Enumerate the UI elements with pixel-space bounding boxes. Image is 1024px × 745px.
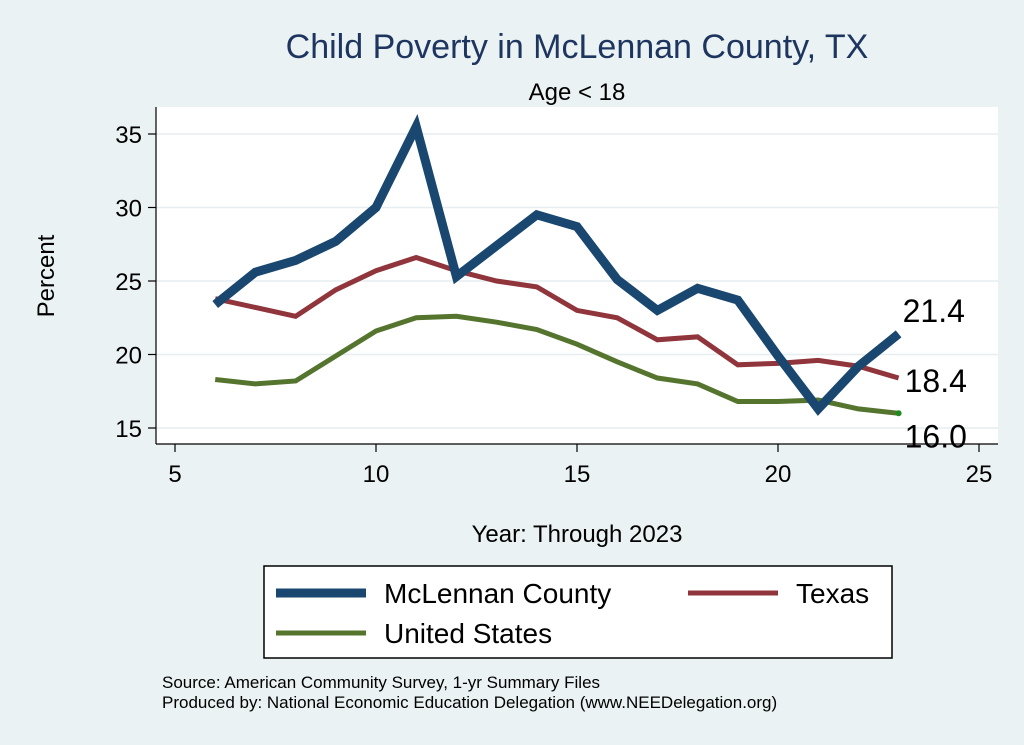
chart-title: Child Poverty in McLennan County, TX (286, 28, 869, 66)
producer-note: Produced by: National Economic Education… (162, 693, 777, 712)
series-line-us (214, 313, 899, 416)
legend-label-us: United States (384, 618, 552, 649)
source-note: Source: American Community Survey, 1-yr … (162, 673, 600, 692)
end-label-texas: 18.4 (905, 363, 967, 399)
x-tick-label: 15 (564, 461, 591, 488)
plot-area (156, 107, 998, 444)
x-tick-label: 25 (966, 461, 993, 488)
y-tick-label: 15 (115, 416, 142, 443)
legend-box (263, 565, 893, 659)
grid (156, 133, 998, 429)
series-group (212, 113, 902, 417)
x-tick-label: 20 (765, 461, 792, 488)
y-axis-label: Percent (33, 234, 60, 317)
series-endpoint-us (895, 410, 902, 417)
x-tick-label: 5 (168, 461, 181, 488)
x-ticks: 5 10 15 20 25 (168, 444, 992, 488)
y-tick-label: 25 (115, 269, 142, 296)
series-line-mclennan (212, 113, 902, 416)
y-ticks: 15 20 25 30 35 (115, 122, 156, 443)
end-labels: 21.4 18.4 16.0 (903, 293, 967, 454)
x-axis-label: Year: Through 2023 (472, 521, 683, 548)
x-tick-label: 10 (363, 461, 390, 488)
legend: McLennan County Texas United States (263, 565, 893, 659)
end-label-mclennan: 21.4 (903, 293, 965, 329)
legend-label-mclennan: McLennan County (384, 578, 611, 609)
chart-subtitle: Age < 18 (529, 79, 626, 106)
legend-label-texas: Texas (796, 578, 869, 609)
y-tick-label: 35 (115, 122, 142, 149)
y-tick-label: 30 (115, 196, 142, 223)
end-label-us: 16.0 (905, 418, 967, 454)
y-tick-label: 20 (115, 343, 142, 370)
